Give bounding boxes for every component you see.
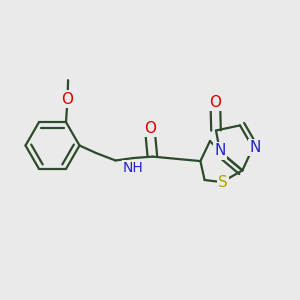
Text: O: O xyxy=(61,92,74,106)
Text: S: S xyxy=(218,175,227,190)
Text: O: O xyxy=(209,95,221,110)
Text: NH: NH xyxy=(123,161,144,175)
Text: N: N xyxy=(250,140,261,155)
Text: N: N xyxy=(214,143,226,158)
Text: O: O xyxy=(144,121,156,136)
